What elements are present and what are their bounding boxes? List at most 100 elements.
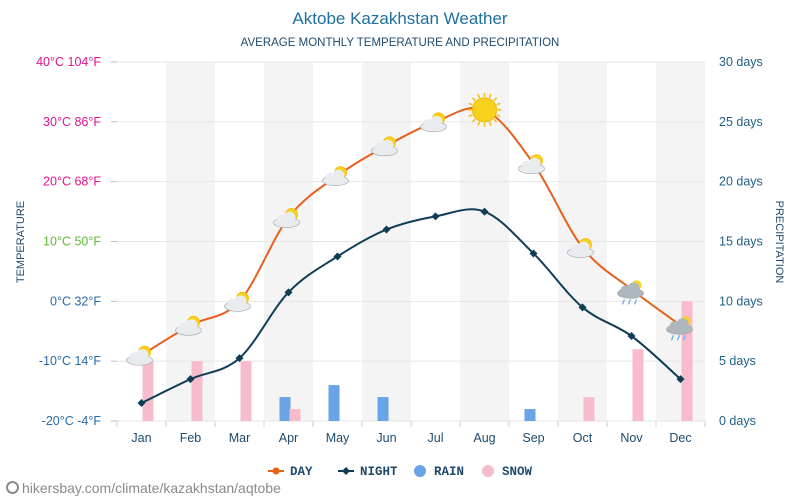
weather-chart: Aktobe Kazakhstan Weather AVERAGE MONTHL… bbox=[15, 9, 785, 478]
partly-cloudy-icon bbox=[175, 315, 202, 336]
left-axis-title: TEMPERATURE bbox=[15, 201, 27, 283]
cloud-shape bbox=[136, 349, 149, 362]
left-tick-label: 20°C 68°F bbox=[43, 175, 101, 189]
partly-cloudy-icon bbox=[322, 166, 349, 186]
left-tick-label: 10°C 50°F bbox=[43, 235, 101, 249]
legend-item: DAY bbox=[268, 465, 313, 478]
right-tick-label: 25 days bbox=[719, 115, 763, 129]
rain-drop bbox=[682, 335, 687, 341]
snow-bar bbox=[289, 409, 301, 421]
x-tick-label: Nov bbox=[620, 431, 643, 445]
sun-ray bbox=[493, 118, 498, 123]
cloud-shape bbox=[528, 157, 541, 170]
x-tick-label: Sep bbox=[522, 431, 544, 445]
legend: DAY NIGHT RAIN SNOW bbox=[268, 465, 533, 478]
cloud-shape bbox=[430, 115, 443, 128]
night-point bbox=[627, 332, 636, 341]
partly-cloudy-icon bbox=[126, 345, 153, 366]
rain-bar bbox=[524, 409, 536, 421]
left-tick-label: -20°C -4°F bbox=[42, 414, 102, 428]
rain-drop bbox=[633, 299, 638, 305]
sun-ray bbox=[488, 93, 492, 99]
night-point bbox=[284, 288, 293, 297]
x-tick-label: Feb bbox=[180, 431, 202, 445]
night-point bbox=[529, 249, 538, 258]
sun-disc bbox=[472, 97, 497, 123]
snow-bar bbox=[681, 301, 693, 421]
sun-ray bbox=[471, 97, 476, 102]
night-point bbox=[382, 225, 391, 234]
legend-label: DAY bbox=[290, 465, 313, 478]
partly-cloudy-icon bbox=[567, 238, 594, 258]
rain-bar bbox=[377, 397, 389, 421]
x-tick-label: Jul bbox=[428, 431, 444, 445]
rain-drop bbox=[621, 299, 626, 305]
night-point bbox=[676, 375, 685, 384]
night-point bbox=[578, 303, 587, 312]
legend-marker bbox=[272, 467, 280, 475]
right-tick-label: 10 days bbox=[719, 294, 763, 308]
chart-subtitle: AVERAGE MONTHLY TEMPERATURE AND PRECIPIT… bbox=[241, 37, 560, 49]
night-point bbox=[186, 375, 195, 384]
x-tick-label: Jun bbox=[376, 431, 396, 445]
legend-marker bbox=[482, 465, 494, 477]
right-tick-label: 15 days bbox=[719, 235, 763, 249]
x-axis-labels: Jan Feb Mar Apr May Jun Jul Aug Sep Oct Nov Dec bbox=[116, 421, 706, 445]
x-tick-label: Dec bbox=[669, 431, 691, 445]
x-tick-label: Mar bbox=[229, 431, 251, 445]
sun-ray bbox=[488, 121, 492, 126]
rain-drop bbox=[676, 335, 681, 341]
sun-ray bbox=[468, 114, 473, 118]
x-tick-label: May bbox=[326, 431, 350, 445]
sun-ray bbox=[468, 102, 473, 106]
partly-cloudy-icon bbox=[273, 208, 300, 228]
sun-ray bbox=[471, 118, 476, 123]
left-tick-label: 40°C 104°F bbox=[36, 55, 101, 69]
snow-bar bbox=[240, 361, 252, 421]
legend-label: SNOW bbox=[502, 465, 533, 478]
right-tick-label: 30 days bbox=[719, 55, 763, 69]
rain-drop bbox=[627, 299, 632, 305]
left-axis-ticks: 40°C 104°F 30°C 86°F 20°C 68°F 10°C 50°F 0°C… bbox=[36, 55, 101, 428]
sun-icon bbox=[467, 92, 502, 127]
sun-ray bbox=[477, 93, 481, 99]
rain-drop bbox=[670, 335, 675, 341]
weather-icons bbox=[126, 92, 693, 366]
legend-item: SNOW bbox=[482, 465, 533, 478]
partly-cloudy-icon bbox=[371, 136, 398, 157]
globe-icon bbox=[6, 481, 19, 494]
cloud-shape bbox=[185, 319, 198, 332]
chart-title: Aktobe Kazakhstan Weather bbox=[292, 9, 507, 28]
x-tick-label: Apr bbox=[279, 431, 298, 445]
source-url[interactable]: hikersbay.com/climate/kazakhstan/aqtobe bbox=[6, 480, 281, 496]
x-tick-label: Jan bbox=[131, 431, 151, 445]
legend-marker bbox=[414, 465, 426, 477]
night-point bbox=[137, 399, 146, 408]
sun-ray bbox=[477, 121, 481, 126]
partly-cloudy-icon bbox=[420, 112, 447, 133]
snow-bar bbox=[632, 349, 644, 421]
legend-label: RAIN bbox=[434, 465, 464, 478]
snow-bar bbox=[583, 397, 595, 421]
snow-bar bbox=[191, 361, 203, 421]
partly-cloudy-icon bbox=[518, 154, 545, 175]
x-tick-label: Oct bbox=[573, 431, 593, 445]
left-tick-label: 30°C 86°F bbox=[43, 115, 101, 129]
sun-ray bbox=[493, 97, 498, 102]
x-tick-label: Aug bbox=[473, 431, 495, 445]
legend-item: NIGHT bbox=[338, 465, 398, 478]
right-tick-label: 5 days bbox=[719, 354, 756, 368]
cloud-rain-icon bbox=[666, 316, 693, 341]
source-url-text: hikersbay.com/climate/kazakhstan/aqtobe bbox=[22, 480, 281, 496]
sun-ray bbox=[496, 102, 501, 106]
left-tick-label: 0°C 32°F bbox=[50, 294, 101, 308]
left-tick-label: -10°C 14°F bbox=[39, 354, 101, 368]
cloud-shape bbox=[234, 295, 247, 308]
legend-item: RAIN bbox=[414, 465, 464, 478]
cloud-shape bbox=[381, 139, 394, 152]
cloud-shape bbox=[332, 169, 345, 182]
precipitation-bars bbox=[142, 301, 693, 421]
night-point bbox=[235, 354, 244, 363]
cloud-shape bbox=[283, 211, 296, 224]
right-axis-title: PRECIPITATION bbox=[773, 201, 785, 284]
